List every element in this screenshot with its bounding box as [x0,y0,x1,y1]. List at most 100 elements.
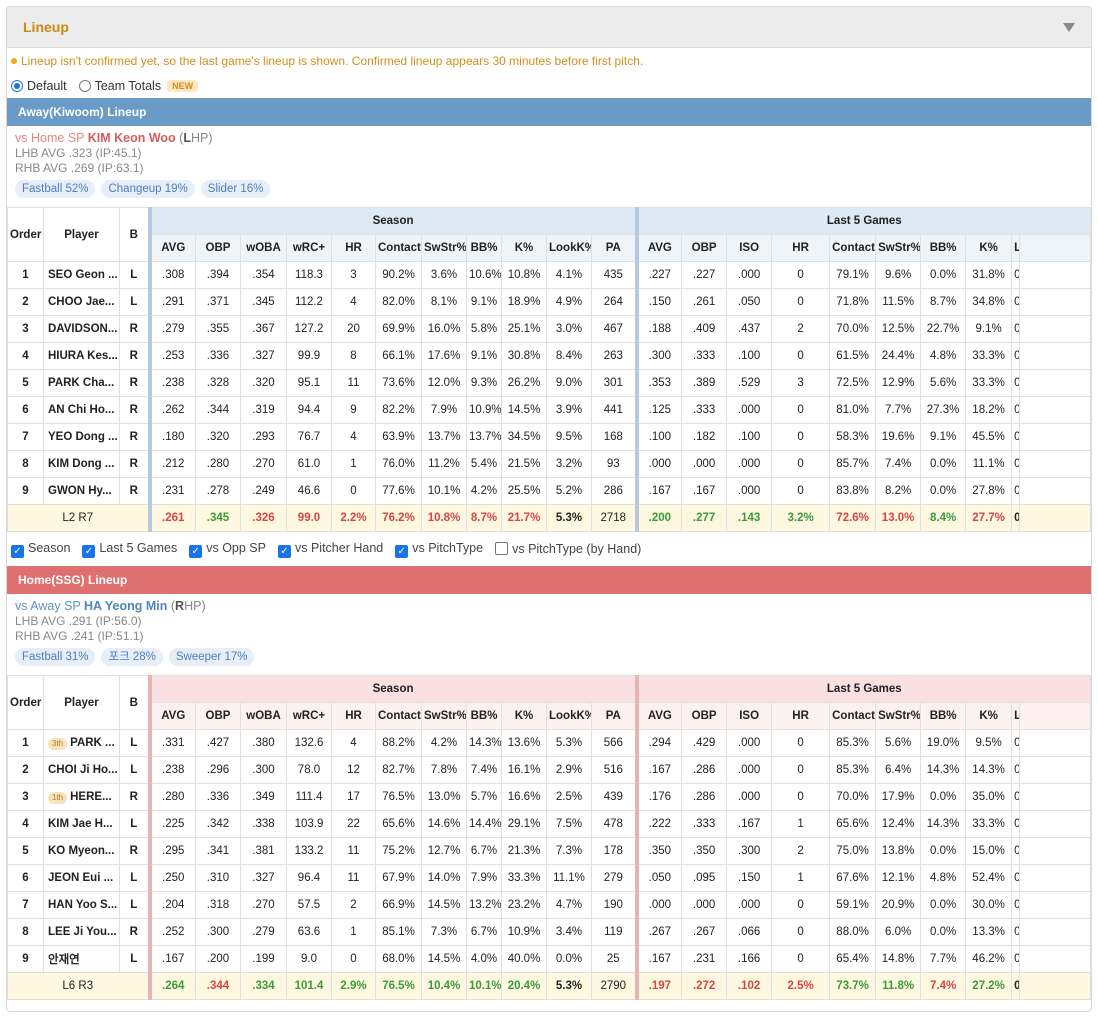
checkbox-checked-icon[interactable]: ✓ [82,544,96,558]
panel-header[interactable]: Lineup [7,7,1091,48]
season-col-header[interactable]: PA [590,702,639,730]
season-col-header[interactable]: BB% [466,702,502,730]
player-name-link[interactable]: HAN Yoo S... [48,899,118,911]
player-name-link[interactable]: KIM Jae H... [48,818,113,830]
radio-checked-icon[interactable] [11,80,23,92]
player-cell[interactable]: 안재연 [43,945,120,973]
player-cell[interactable]: HAN Yoo S... [43,891,120,919]
player-name-link[interactable]: SEO Geon ... [48,269,118,281]
season-col-header[interactable]: LookK% [546,234,592,262]
player-name-link[interactable]: 안재연 [48,954,80,966]
player-cell[interactable]: PARK Cha... [43,369,120,397]
player-name-link[interactable]: AN Chi Ho... [48,404,115,416]
table-row: 8 KIM Dong ... R .212.280.270 61.0 1 76.0% 11.2… [7,450,1091,478]
player-cell[interactable]: YEO Dong ... [43,423,120,451]
checkbox-checked-icon[interactable]: ✓ [395,544,409,558]
collapse-triangle-icon[interactable] [1063,22,1075,32]
season-col-header[interactable]: Contact% [375,702,422,730]
season-col-header[interactable]: wRC+ [286,234,332,262]
player-name-link[interactable]: KIM Dong ... [48,458,115,470]
filter-checkbox[interactable]: ✓ vs Pitcher Hand [277,541,383,558]
player-cell[interactable]: CHOO Jae... [43,288,120,316]
player-cell[interactable]: KIM Dong ... [43,450,120,478]
season-col-header[interactable]: K% [501,702,547,730]
sp-name-link[interactable]: HA Yeong Min [84,599,168,613]
last5-stat-cell: 22.7% [920,315,967,343]
checkbox-unchecked-icon[interactable] [495,542,509,555]
last5-col-header[interactable]: ISO [726,702,773,730]
last5-col-header[interactable]: OBP [681,234,728,262]
player-cell[interactable]: 3th PARK ... [43,729,120,757]
last5-col-header[interactable]: SwStr% [875,234,922,262]
player-cell[interactable]: KO Myeon... [43,837,120,865]
player-cell[interactable]: JEON Eui ... [43,864,120,892]
player-name-link[interactable]: HERE... [70,790,112,803]
season-col-header[interactable]: OBP [195,702,241,730]
last5-col-header[interactable]: LookK% [1011,234,1021,262]
season-col-header[interactable]: SwStr% [421,702,467,730]
season-col-header[interactable]: SwStr% [421,234,467,262]
last5-col-header[interactable]: K% [965,702,1013,730]
last5-col-header[interactable]: HR [771,702,831,730]
player-cell[interactable]: DAVIDSON... [43,315,120,343]
player-name-link[interactable]: CHOO Jae... [48,296,115,308]
player-cell[interactable]: KIM Jae H... [43,810,120,838]
player-cell[interactable]: LEE Ji You... [43,918,120,946]
last5-col-header[interactable]: Contact% [829,702,877,730]
season-col-header[interactable]: wOBA [240,234,287,262]
season-stat-cell: 264 [590,288,639,316]
last5-col-header[interactable]: BB% [920,234,967,262]
checkbox-checked-icon[interactable]: ✓ [11,544,24,558]
last5-col-header[interactable]: ISO [726,234,773,262]
season-col-header[interactable]: Contact% [375,234,422,262]
season-col-header[interactable]: PA [590,234,639,262]
player-name-link[interactable]: HIURA Kes... [48,350,118,362]
season-col-header[interactable]: HR [331,702,376,730]
season-col-header[interactable]: AVG [149,702,196,730]
player-name-link[interactable]: KO Myeon... [48,845,115,857]
last5-col-header[interactable]: BB% [920,702,967,730]
last5-col-header[interactable]: Contact% [829,234,877,262]
last5-col-header[interactable]: OBP [681,702,728,730]
player-name-link[interactable]: PARK ... [70,736,115,749]
player-name-link[interactable]: YEO Dong ... [48,431,118,443]
last5-col-header[interactable]: AVG [636,702,683,730]
last5-col-header[interactable]: SwStr% [875,702,922,730]
radio-default[interactable]: Default [11,79,67,93]
player-cell[interactable]: HIURA Kes... [43,342,120,370]
season-col-header[interactable]: LookK% [546,702,592,730]
player-name-link[interactable]: CHOI Ji Ho... [48,764,118,776]
filter-checkbox[interactable]: ✓ Last 5 Games [82,541,177,558]
last5-col-header[interactable]: AVG [636,234,683,262]
player-cell[interactable]: AN Chi Ho... [43,396,120,424]
sp-name-link[interactable]: KIM Keon Woo [87,131,176,145]
checkbox-checked-icon[interactable]: ✓ [189,544,203,558]
season-col-header[interactable]: K% [501,234,547,262]
checkbox-checked-icon[interactable]: ✓ [277,544,291,558]
radio-unchecked-icon[interactable] [78,80,91,92]
last5-col-header[interactable]: LookK% [1011,702,1021,730]
player-cell[interactable]: 1th HERE... [43,783,120,811]
season-col-header[interactable]: wOBA [240,702,287,730]
player-cell[interactable]: GWON Hy... [43,477,120,505]
radio-team-totals[interactable]: Team Totals NEW [78,79,199,93]
player-cell[interactable]: CHOI Ji Ho... [43,756,120,784]
season-col-header[interactable]: wRC+ [286,702,332,730]
player-name-link[interactable]: PARK Cha... [48,377,115,389]
last5-col-header[interactable]: HR [771,234,831,262]
player-name-link[interactable]: DAVIDSON... [48,323,118,335]
player-name-link[interactable]: JEON Eui ... [48,872,114,884]
filter-checkbox[interactable]: ✓ vs PitchType [395,541,483,558]
season-stat-cell: 8.4% [546,342,592,370]
player-cell[interactable]: SEO Geon ... [43,261,120,289]
filter-checkbox[interactable]: ✓ Season [11,541,70,558]
season-col-header[interactable]: HR [331,234,376,262]
filter-checkbox[interactable]: vs PitchType (by Hand) [495,542,641,556]
season-col-header[interactable]: OBP [195,234,241,262]
season-col-header[interactable]: BB% [466,234,502,262]
player-name-link[interactable]: GWON Hy... [48,485,112,497]
last5-col-header[interactable]: K% [965,234,1013,262]
filter-checkbox[interactable]: ✓ vs Opp SP [189,541,266,558]
player-name-link[interactable]: LEE Ji You... [48,926,117,938]
season-col-header[interactable]: AVG [149,234,196,262]
